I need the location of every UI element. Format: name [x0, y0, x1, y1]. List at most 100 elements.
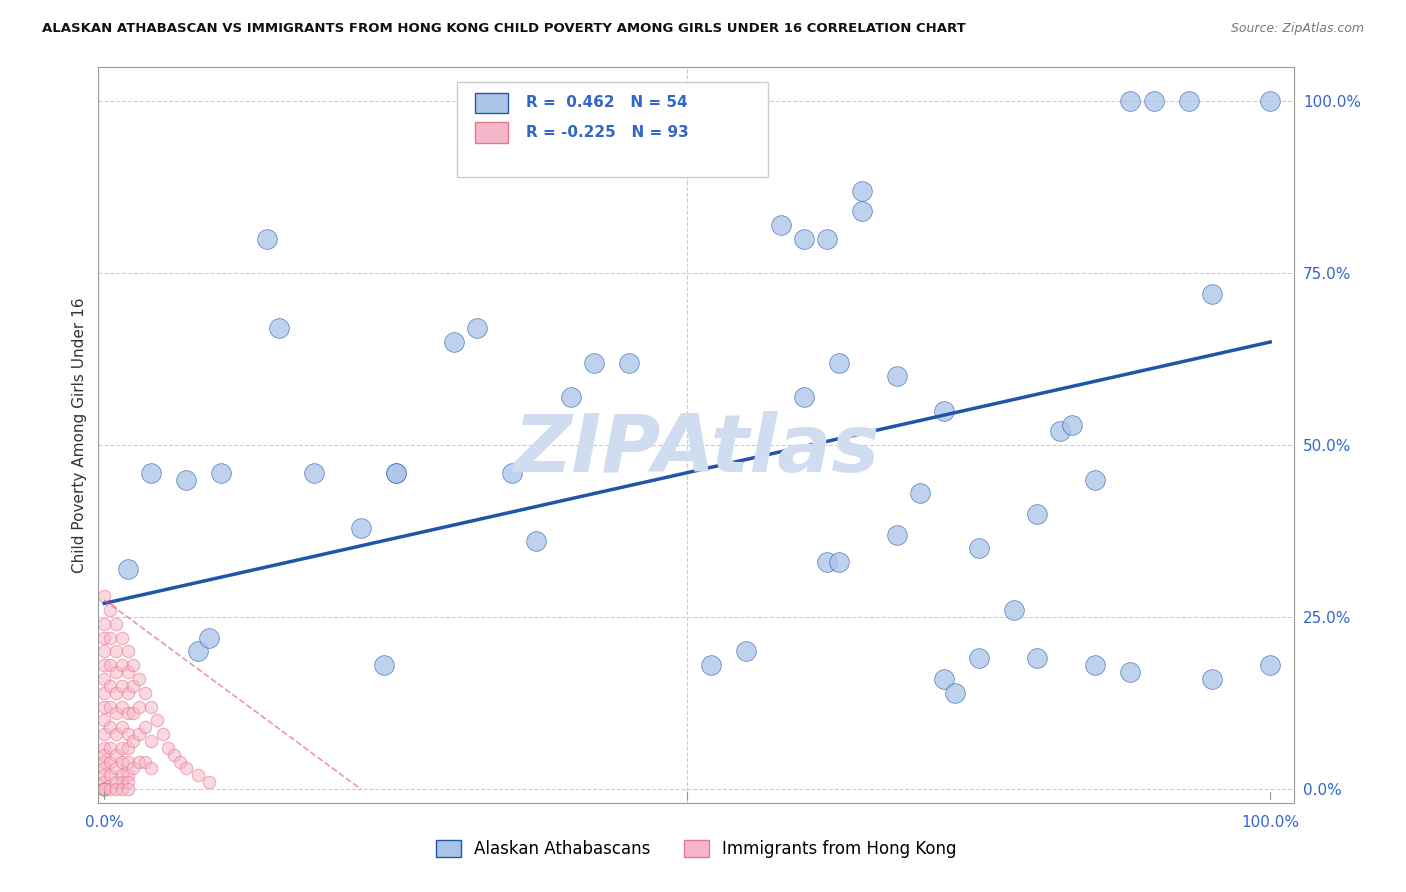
Point [169, 755, 191, 769]
Point [815, 555, 838, 569]
Point [93, 782, 115, 797]
Point [145, 713, 167, 727]
Legend: Alaskan Athabascans, Immigrants from Hong Kong: Alaskan Athabascans, Immigrants from Hon… [429, 833, 963, 864]
Text: ZIPAtlas: ZIPAtlas [513, 410, 879, 489]
Point [93, 747, 115, 762]
Point [699, 658, 721, 673]
Point [560, 390, 582, 404]
Point [734, 644, 756, 658]
Point [98, 699, 121, 714]
Text: Source: ZipAtlas.com: Source: ZipAtlas.com [1230, 22, 1364, 36]
Point [104, 644, 127, 658]
Point [186, 768, 208, 782]
Point [1201, 672, 1223, 686]
Point [104, 761, 127, 775]
Point [501, 466, 523, 480]
Point [828, 555, 851, 569]
Point [111, 679, 134, 693]
Point [93, 761, 115, 775]
Point [93, 672, 115, 686]
Bar [475, 93, 509, 113]
Point [1026, 507, 1049, 521]
Point [111, 658, 134, 673]
Point [967, 651, 990, 665]
Point [886, 527, 908, 541]
Point [1049, 425, 1071, 439]
Point [104, 665, 127, 680]
Point [117, 782, 139, 797]
Point [98, 679, 121, 693]
Point [152, 727, 174, 741]
Point [122, 706, 145, 721]
Point [98, 603, 121, 617]
Point [104, 706, 127, 721]
Point [93, 644, 115, 658]
Point [93, 782, 115, 797]
Text: R =  0.462   N = 54: R = 0.462 N = 54 [526, 95, 688, 111]
Point [104, 686, 127, 700]
Text: R = -0.225   N = 93: R = -0.225 N = 93 [526, 125, 689, 140]
Point [384, 466, 406, 480]
Point [122, 761, 145, 775]
Point [1142, 95, 1164, 109]
Point [93, 782, 115, 797]
Point [117, 644, 139, 658]
Point [93, 782, 115, 797]
Point [1084, 658, 1107, 673]
Point [98, 631, 121, 645]
Point [384, 466, 406, 480]
Point [93, 713, 115, 727]
Point [117, 755, 139, 769]
Point [111, 631, 134, 645]
Point [93, 782, 115, 797]
Point [134, 755, 156, 769]
Text: ALASKAN ATHABASCAN VS IMMIGRANTS FROM HONG KONG CHILD POVERTY AMONG GIRLS UNDER : ALASKAN ATHABASCAN VS IMMIGRANTS FROM HO… [42, 22, 966, 36]
Point [98, 768, 121, 782]
Point [111, 740, 134, 755]
Point [198, 775, 221, 789]
Point [128, 755, 150, 769]
Point [828, 356, 851, 370]
Point [1084, 473, 1107, 487]
Point [93, 782, 115, 797]
Point [1026, 651, 1049, 665]
Point [443, 334, 465, 349]
Point [1258, 95, 1281, 109]
Point [198, 631, 221, 645]
Point [1201, 286, 1223, 301]
Text: 100.0%: 100.0% [1241, 815, 1299, 830]
Point [157, 740, 180, 755]
Point [793, 390, 815, 404]
Point [134, 686, 156, 700]
Point [122, 679, 145, 693]
Point [117, 686, 139, 700]
Point [932, 672, 955, 686]
Point [256, 232, 278, 246]
Point [302, 466, 325, 480]
Point [886, 369, 908, 384]
Point [1119, 665, 1142, 680]
Point [467, 321, 489, 335]
Point [93, 727, 115, 741]
Y-axis label: Child Poverty Among Girls Under 16: Child Poverty Among Girls Under 16 [72, 297, 87, 573]
Point [851, 204, 873, 219]
Point [932, 404, 955, 418]
Point [163, 747, 186, 762]
Point [117, 775, 139, 789]
Point [93, 775, 115, 789]
Point [1119, 95, 1142, 109]
Point [93, 782, 115, 797]
Point [111, 720, 134, 734]
Point [93, 768, 115, 782]
FancyBboxPatch shape [457, 81, 768, 178]
Point [98, 658, 121, 673]
Point [134, 720, 156, 734]
Point [117, 665, 139, 680]
Point [104, 747, 127, 762]
Point [111, 755, 134, 769]
Point [174, 761, 197, 775]
Point [524, 534, 547, 549]
Bar [475, 122, 509, 143]
Point [1177, 95, 1199, 109]
Point [111, 782, 134, 797]
